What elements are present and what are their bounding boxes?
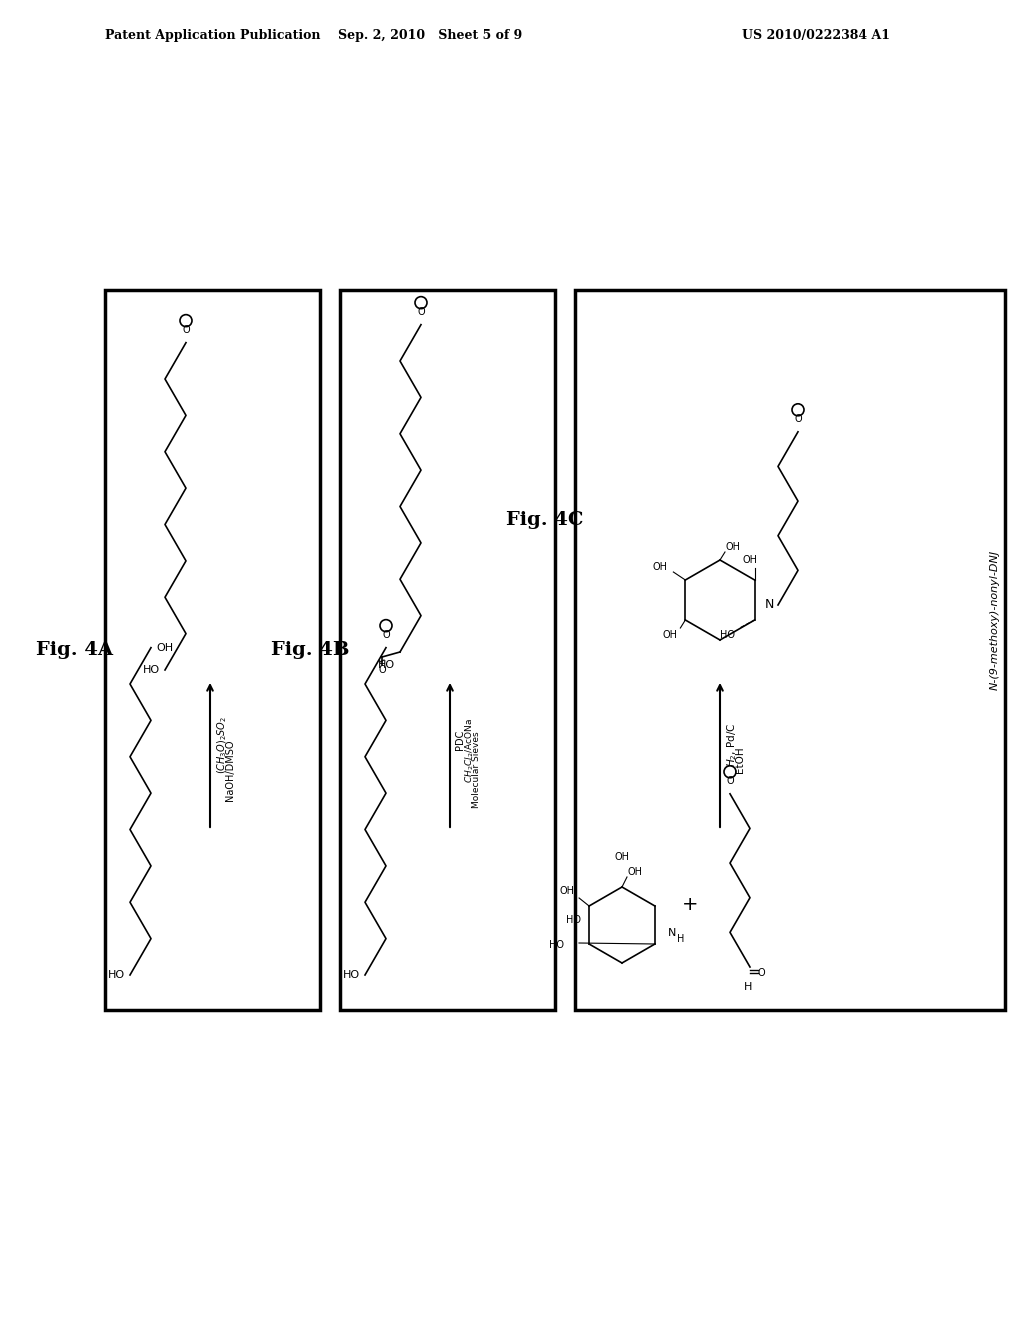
Text: N: N bbox=[668, 928, 677, 939]
Text: H: H bbox=[743, 982, 753, 993]
Text: Fig. 4B: Fig. 4B bbox=[270, 642, 349, 659]
Text: HO: HO bbox=[720, 630, 734, 640]
Text: O: O bbox=[795, 413, 802, 424]
Text: N: N bbox=[765, 598, 774, 611]
Text: Molecular Sieves: Molecular Sieves bbox=[472, 731, 481, 808]
Text: O: O bbox=[378, 665, 386, 675]
Text: HO: HO bbox=[108, 970, 125, 979]
Text: US 2010/0222384 A1: US 2010/0222384 A1 bbox=[742, 29, 890, 41]
Text: OH: OH bbox=[663, 630, 677, 640]
Text: OH: OH bbox=[559, 886, 574, 896]
Text: HO: HO bbox=[343, 970, 360, 979]
Text: HO: HO bbox=[378, 660, 395, 671]
Text: Sep. 2, 2010   Sheet 5 of 9: Sep. 2, 2010 Sheet 5 of 9 bbox=[338, 29, 522, 41]
Text: OH: OH bbox=[156, 643, 173, 652]
Text: OH: OH bbox=[725, 543, 740, 552]
Text: HO: HO bbox=[143, 665, 160, 675]
Bar bbox=[105, 290, 319, 1010]
Text: OH: OH bbox=[614, 851, 630, 862]
Text: NaOH/DMSO: NaOH/DMSO bbox=[225, 739, 234, 801]
Text: Fig. 4A: Fig. 4A bbox=[37, 642, 114, 659]
Text: HO: HO bbox=[549, 940, 564, 950]
Text: H: H bbox=[677, 935, 684, 944]
Bar bbox=[340, 290, 555, 1010]
Text: $(CH_3O)_2SO_2$: $(CH_3O)_2SO_2$ bbox=[215, 715, 228, 774]
Bar bbox=[575, 290, 1005, 1010]
Text: O: O bbox=[417, 306, 425, 317]
Text: OH: OH bbox=[627, 867, 642, 876]
Text: O: O bbox=[382, 630, 390, 640]
Text: HO: HO bbox=[566, 915, 581, 925]
Text: O: O bbox=[726, 776, 734, 785]
Text: +: + bbox=[682, 895, 698, 915]
Text: PDC: PDC bbox=[455, 730, 465, 750]
Text: OH: OH bbox=[652, 562, 668, 572]
Text: Fig. 4C: Fig. 4C bbox=[506, 511, 584, 529]
Text: OH: OH bbox=[742, 554, 757, 565]
Text: O: O bbox=[182, 325, 189, 335]
Text: $H_2$, Pd/C: $H_2$, Pd/C bbox=[725, 723, 738, 767]
Text: N-(9-methoxy)-nonyl-DNJ: N-(9-methoxy)-nonyl-DNJ bbox=[990, 550, 1000, 690]
Text: $CH_2Cl_2$/AcONa: $CH_2Cl_2$/AcONa bbox=[463, 718, 475, 783]
Text: O: O bbox=[758, 968, 766, 978]
Text: Patent Application Publication: Patent Application Publication bbox=[105, 29, 321, 41]
Text: EtOH: EtOH bbox=[735, 747, 745, 774]
